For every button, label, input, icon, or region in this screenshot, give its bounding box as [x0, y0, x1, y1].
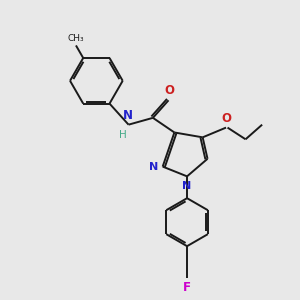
Text: N: N [149, 162, 159, 172]
Text: CH₃: CH₃ [68, 34, 84, 43]
Text: O: O [222, 112, 232, 125]
Text: N: N [182, 181, 192, 191]
Text: H: H [119, 130, 127, 140]
Text: N: N [123, 109, 133, 122]
Text: O: O [164, 84, 174, 97]
Text: F: F [183, 281, 191, 294]
